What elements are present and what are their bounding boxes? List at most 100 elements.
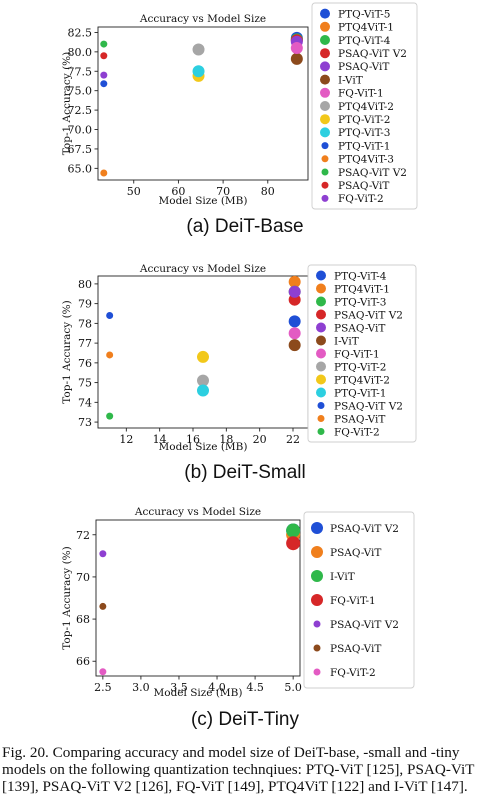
legend-marker — [320, 87, 330, 98]
data-point — [197, 350, 209, 363]
y-axis-label: Top-1 Accuracy (%) — [61, 546, 73, 650]
legend-marker — [320, 21, 330, 32]
legend-label: PSAQ-ViT — [334, 413, 385, 425]
legend-marker — [317, 428, 325, 435]
x-tick-label: 4.5 — [246, 681, 264, 694]
legend-marker — [320, 61, 330, 72]
data-point — [106, 412, 114, 420]
scatter-chart-deit-small: Accuracy vs Model Size 12 14 16 18 20 22 73 74 75… — [61, 263, 417, 453]
legend-label: PTQ4ViT-1 — [334, 283, 390, 295]
x-tick-label: 4.0 — [208, 681, 226, 694]
data-point — [288, 285, 301, 298]
legend-label: PSAQ-ViT V2 — [330, 619, 399, 631]
data-point — [286, 523, 301, 538]
y-tick-label: 67.5 — [68, 143, 93, 156]
legend-label: PSAQ-ViT V2 — [334, 309, 403, 321]
data-point — [288, 275, 301, 288]
data-point — [99, 668, 107, 676]
data-point — [197, 384, 209, 397]
legend-label: FQ-ViT-1 — [338, 88, 384, 100]
legend-marker — [311, 546, 323, 558]
y-tick-label: 82.5 — [68, 26, 93, 39]
data-point — [290, 52, 303, 65]
data-point — [192, 43, 205, 56]
legend-marker — [321, 142, 329, 150]
legend-marker — [313, 620, 321, 628]
legend-label: PTQ-ViT-1 — [334, 387, 386, 399]
data-point — [106, 311, 114, 319]
legend-marker — [321, 181, 329, 189]
data-point — [197, 374, 209, 387]
data-point — [99, 550, 107, 558]
x-tick-label: 3.0 — [132, 681, 150, 694]
legend-label: PSAQ-ViT — [338, 180, 389, 192]
y-tick-label: 75 — [78, 377, 92, 390]
legend-marker — [316, 322, 326, 333]
chart-panel-deit-base: Accuracy vs Model Size 50 60 70 80 65.0 67.5 70… — [0, 0, 490, 245]
y-tick-label: 72 — [76, 529, 90, 542]
y-tick-label: 68 — [76, 613, 90, 626]
x-tick-label: 22 — [286, 433, 300, 446]
legend-label: PTQ-ViT-4 — [338, 35, 391, 47]
legend-marker — [311, 594, 323, 606]
legend-marker — [320, 35, 330, 45]
x-tick-label: 20 — [253, 433, 267, 446]
legend-label: PSAQ-ViT V2 — [334, 400, 403, 412]
x-axis-label: Model Size (MB) — [154, 687, 243, 699]
legend-label: I-ViT — [338, 74, 363, 86]
legend-marker — [320, 101, 330, 111]
y-tick-label: 70.0 — [68, 124, 93, 137]
legend-marker — [320, 8, 330, 19]
subcaption-deit-base: (a) DeiT-Base — [186, 216, 304, 237]
legend-label: I-ViT — [334, 335, 359, 347]
x-tick-label: 18 — [219, 433, 233, 446]
data-point — [100, 169, 108, 177]
legend-box — [311, 2, 418, 210]
legend-label: PTQ4ViT-2 — [334, 374, 390, 386]
x-tick-label: 12 — [119, 433, 133, 446]
legend-box — [307, 264, 417, 443]
legend-label: FQ-ViT-1 — [334, 348, 380, 360]
y-tick-label: 66 — [76, 655, 90, 668]
legend-label: PSAQ-ViT V2 — [338, 167, 407, 179]
legend-label: FQ-ViT-1 — [330, 595, 376, 607]
plot-frame — [95, 519, 301, 677]
legend-label: PSAQ-ViT V2 — [330, 523, 399, 535]
legend-marker — [321, 168, 329, 176]
chart-panel-deit-small: Accuracy vs Model Size 12 14 16 18 20 22 73 74 75… — [0, 255, 490, 490]
legend-label: PSAQ-ViT — [334, 322, 385, 334]
legend-marker — [317, 402, 325, 409]
legend-label: PTQ-ViT-2 — [338, 114, 390, 126]
data-point — [100, 80, 108, 88]
subcaption-deit-tiny: (c) DeiT-Tiny — [190, 709, 300, 730]
legend-marker — [316, 387, 326, 398]
x-tick-label: 60 — [171, 185, 185, 198]
data-point — [290, 41, 303, 54]
y-tick-label: 78 — [78, 317, 92, 330]
legend-marker — [320, 48, 330, 59]
x-tick-label: 16 — [186, 433, 200, 446]
legend-label: PTQ-ViT-1 — [338, 140, 390, 152]
legend-label: PSAQ-ViT — [338, 61, 389, 73]
legend-marker — [316, 296, 326, 307]
y-tick-label: 76 — [78, 357, 92, 370]
legend-label: PTQ-ViT-3 — [334, 296, 386, 308]
legend-marker — [320, 127, 330, 138]
y-axis-label: Top-1 Accuracy (%) — [61, 52, 73, 156]
legend-label: I-ViT — [330, 571, 355, 583]
y-tick-label: 77.5 — [68, 65, 93, 78]
x-tick-label: 14 — [153, 433, 167, 446]
data-point — [106, 351, 114, 359]
legend-marker — [313, 644, 321, 652]
x-tick-label: 5.0 — [284, 681, 302, 694]
legend-label: PSAQ-ViT V2 — [338, 48, 407, 60]
legend-marker — [313, 668, 321, 676]
y-tick-label: 65.0 — [68, 162, 93, 175]
legend-label: PSAQ-ViT — [330, 643, 381, 655]
scatter-chart-deit-base: Accuracy vs Model Size 50 60 70 80 65.0 67.5 70… — [61, 2, 418, 210]
y-axis-label: Top-1 Accuracy (%) — [61, 300, 73, 404]
legend-label: PTQ4ViT-1 — [338, 22, 394, 34]
legend-marker — [321, 155, 329, 163]
legend-box — [303, 511, 415, 689]
chart-panel-deit-tiny: Accuracy vs Model Size 2.5 3.0 3.5 4.0 4.5 5.0… — [0, 500, 490, 740]
